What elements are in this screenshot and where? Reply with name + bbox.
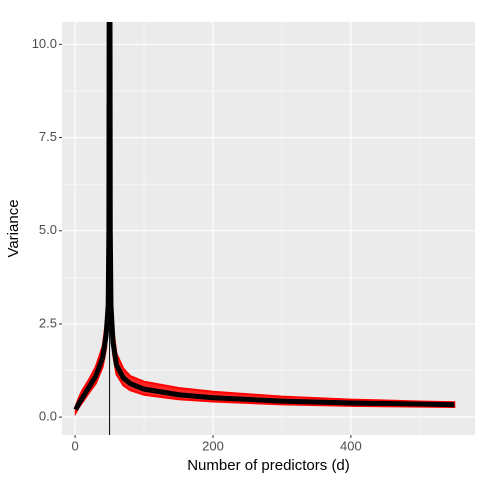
y-tick-label: 10.0 <box>32 36 57 51</box>
y-tick-label: 7.5 <box>39 129 57 144</box>
y-axis-title: Variance <box>5 199 22 257</box>
grid <box>62 22 475 435</box>
x-tick-label: 0 <box>71 438 78 453</box>
x-axis-title: Number of predictors (d) <box>187 457 350 474</box>
y-tick-label: 2.5 <box>39 315 57 330</box>
plot-area <box>73 22 456 435</box>
y-tick-label: 0.0 <box>39 409 57 424</box>
mean-line <box>73 22 455 411</box>
x-tick-label: 400 <box>340 438 362 453</box>
x-tick-label: 200 <box>202 438 224 453</box>
y-tick-label: 5.0 <box>39 222 57 237</box>
axes: 0 200 400 0.0 2.5 5.0 7.5 10.0 <box>32 36 362 454</box>
